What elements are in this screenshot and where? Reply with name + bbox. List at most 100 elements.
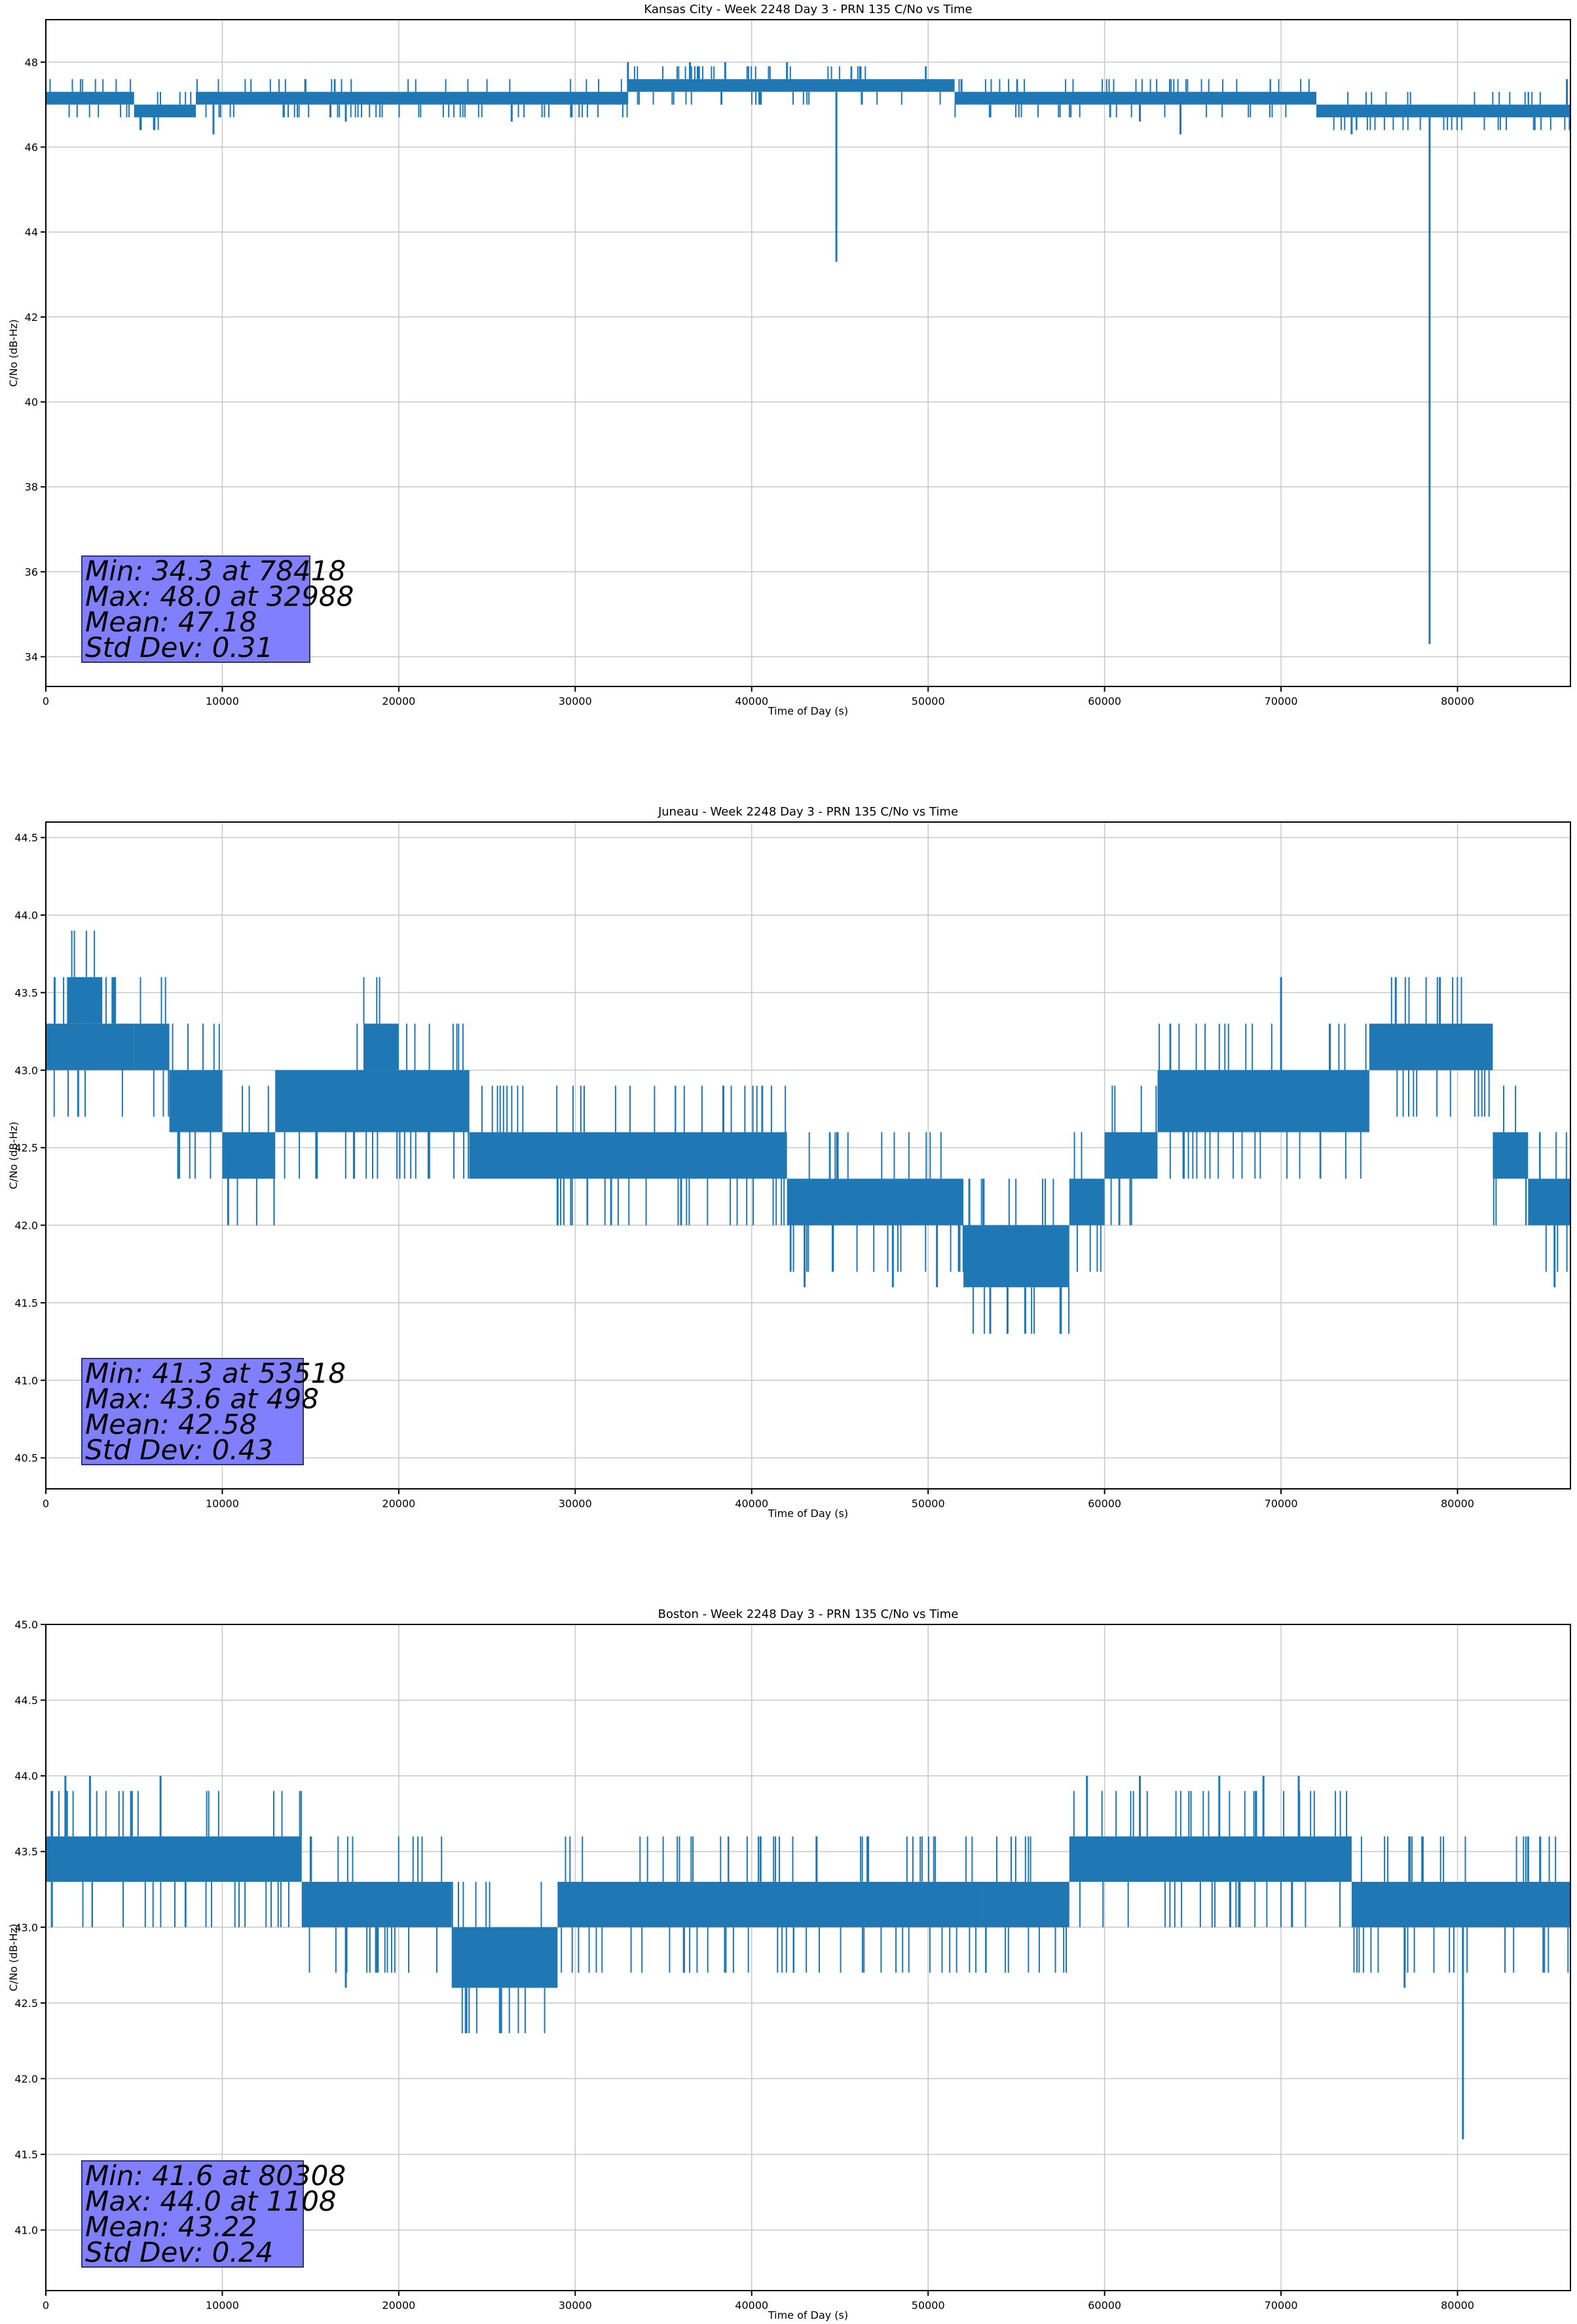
x-tick-label: 10000 [206, 695, 239, 707]
x-tick-label: 10000 [206, 1497, 239, 1510]
data-band [1493, 1132, 1529, 1179]
data-band [981, 1881, 1069, 1928]
data-noise [49, 79, 132, 118]
y-tick-label: 41.0 [14, 1374, 38, 1387]
data-band [451, 1927, 558, 1988]
chart-panel-1: 0 10000 20000 30000 40000 50000 60000 70000 8000… [7, 3, 1571, 717]
stats-line: Mean: 42.58 [85, 1408, 257, 1440]
x-tick-label: 70000 [1265, 2299, 1298, 2312]
x-tick-label: 30000 [559, 1497, 592, 1510]
data-noise [284, 1023, 470, 1179]
data-noise [1539, 1132, 1568, 1272]
y-tick-label: 36 [25, 566, 38, 578]
data-band [954, 92, 1316, 105]
data-noise [561, 1836, 977, 1973]
y-tick-label: 44.0 [14, 909, 38, 922]
x-tick-label: 40000 [735, 2299, 768, 2312]
data-noise [985, 1836, 1067, 1973]
stats-line: Max: 44.0 at 1108 [85, 2185, 337, 2217]
x-tick-label: 20000 [382, 695, 415, 707]
stats-line: Std Dev: 0.24 [85, 2236, 274, 2268]
data-band [1069, 1836, 1352, 1882]
y-tick-label: 41.5 [14, 1297, 38, 1309]
chart-panel-3: 0 10000 20000 30000 40000 50000 60000 70000 8000… [7, 1607, 1571, 2321]
data-band [67, 977, 103, 1024]
y-tick-label: 34 [25, 651, 38, 664]
data-noise [954, 79, 1310, 118]
series-cno [46, 930, 1570, 1334]
data-noise [50, 1791, 302, 1928]
data-band [963, 1225, 1069, 1288]
x-tick-label: 30000 [559, 2299, 592, 2312]
y-tick-label: 46 [25, 141, 38, 154]
data-band [363, 1023, 399, 1070]
y-tick-label: 40.5 [14, 1452, 38, 1465]
x-tick-label: 20000 [382, 1497, 415, 1510]
chart-title: Juneau - Week 2248 Day 3 - PRN 135 C/No … [658, 805, 958, 819]
y-tick-label: 44 [25, 226, 38, 238]
data-band [134, 104, 196, 118]
data-noise [1073, 1791, 1348, 1928]
data-band [1069, 1178, 1105, 1226]
plot-frame [45, 19, 1571, 687]
x-tick-label: 20000 [382, 2299, 415, 2312]
x-tick-label: 60000 [1088, 2299, 1121, 2312]
data-band [469, 1132, 787, 1179]
y-tick-label: 43.0 [14, 1921, 38, 1934]
stats-line: Mean: 43.22 [85, 2211, 257, 2243]
chart-title: Boston - Week 2248 Day 3 - PRN 135 C/No … [658, 1607, 959, 1621]
data-band [1369, 1023, 1493, 1070]
y-tick-label: 43.0 [14, 1064, 38, 1077]
x-tick-label: 40000 [735, 1497, 768, 1510]
data-noise [1390, 977, 1490, 1117]
x-tick-label: 80000 [1441, 2299, 1474, 2312]
y-tick-label: 44.5 [14, 1695, 38, 1707]
data-noise [481, 1085, 787, 1226]
data-band [1316, 104, 1570, 118]
y-tick-label: 45.0 [14, 1619, 38, 1631]
stats-line: Max: 48.0 at 32988 [85, 580, 354, 612]
x-tick-label: 70000 [1265, 695, 1298, 707]
chart-title: Kansas City - Week 2248 Day 3 - PRN 135 … [644, 3, 972, 16]
x-tick-label: 50000 [912, 2299, 945, 2312]
series-cno [46, 62, 1570, 645]
series-cno [46, 1776, 1570, 2139]
data-noise [1333, 92, 1570, 130]
y-tick-label: 43.5 [14, 1846, 38, 1858]
data-band [169, 1070, 223, 1133]
data-noise [196, 79, 628, 118]
data-band [787, 1178, 964, 1226]
x-tick-label: 60000 [1088, 695, 1121, 707]
y-tick-label: 42.0 [14, 2072, 38, 2085]
x-tick-label: 70000 [1265, 1497, 1298, 1510]
data-noise [139, 92, 192, 130]
y-tick-label: 44.5 [14, 832, 38, 844]
data-band [46, 92, 134, 105]
data-band [196, 92, 629, 105]
x-axis-label: Time of Day (s) [768, 2309, 848, 2321]
data-noise [172, 1023, 220, 1179]
data-band [301, 1881, 452, 1928]
x-tick-label: 50000 [912, 695, 945, 707]
x-tick-label: 10000 [206, 2299, 239, 2312]
data-noise [451, 1881, 546, 2034]
data-noise [634, 66, 941, 105]
y-tick-label: 42.0 [14, 1220, 38, 1232]
stats-box: Min: 34.3 at 78418 Max: 48.0 at 32988 Mean… [81, 555, 354, 663]
data-noise [1110, 1085, 1157, 1226]
y-tick-label: 43.5 [14, 986, 38, 999]
data-noise [1159, 1023, 1367, 1179]
plot-frame [45, 1624, 1571, 2291]
y-tick-label: 40 [25, 396, 38, 409]
y-tick-label: 42 [25, 311, 38, 324]
data-noise [308, 1836, 443, 1973]
data-band [1528, 1178, 1570, 1226]
y-tick-label: 38 [25, 481, 38, 493]
x-tick-label: 80000 [1441, 695, 1474, 707]
data-band [628, 79, 955, 92]
data-band [1104, 1132, 1158, 1179]
y-tick-label: 44.0 [14, 1770, 38, 1782]
data-noise [66, 930, 96, 1070]
y-axis-label: C/No (dB-Hz) [7, 1121, 20, 1189]
